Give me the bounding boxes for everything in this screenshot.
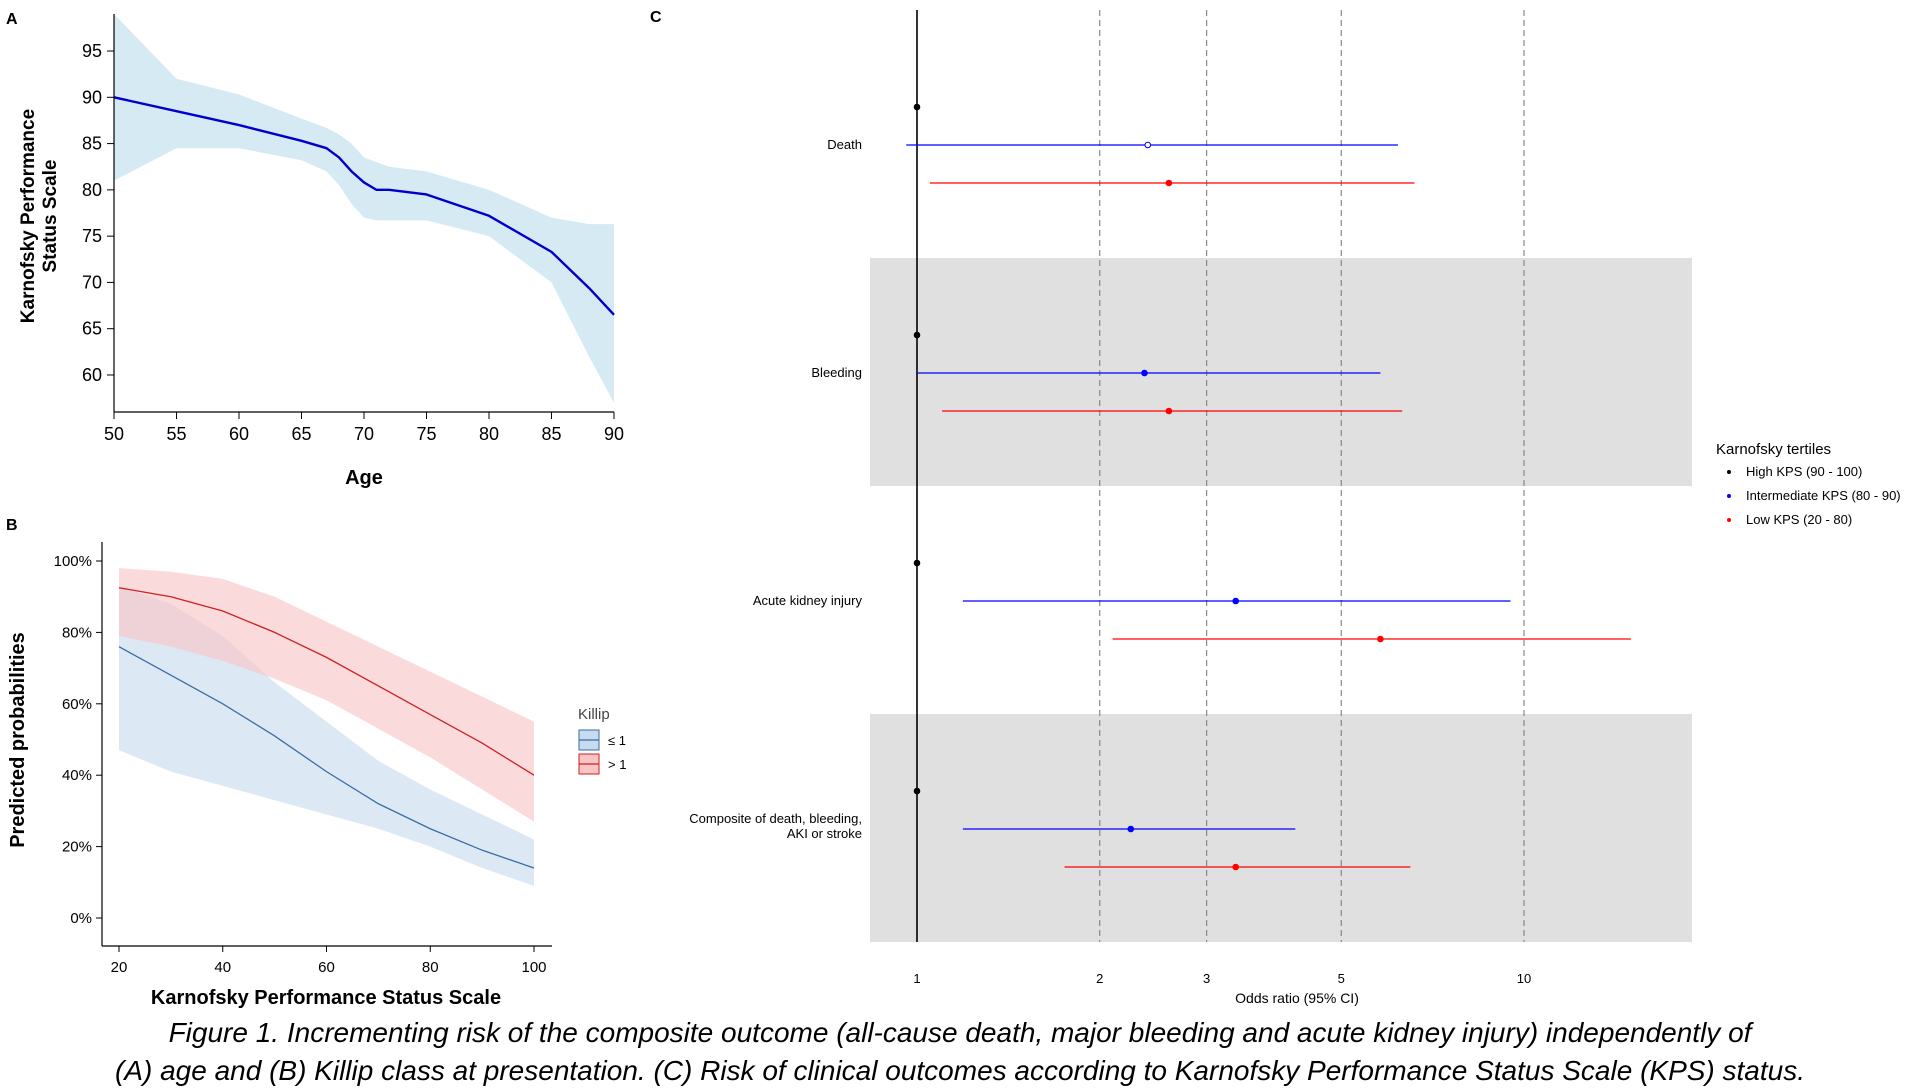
panel-a-y-tick-label: 80: [82, 180, 102, 200]
panel-b-y-tick-label: 0%: [70, 910, 92, 927]
panel-a-x-title: Age: [345, 467, 383, 489]
panel-a-y-title-line: Status Scale: [40, 160, 61, 273]
panel-c-point: [1141, 369, 1148, 377]
panel-b-x-tick-label: 100: [521, 959, 546, 976]
panel-c-legend-title: Karnofsky tertiles: [1716, 441, 1831, 458]
panel-b-legend-label: > 1: [608, 757, 626, 772]
panel-c-point: [1165, 179, 1173, 187]
panel-c-x-tick-label: 2: [1096, 971, 1103, 986]
panel-a-ci-band: [114, 14, 614, 403]
panel-a-x-tick-label: 80: [479, 424, 499, 444]
panel-c-shade-band: [870, 714, 1692, 942]
panel-a-x-tick-label: 65: [291, 424, 311, 444]
panel-b-legend: Killip ≤ 1 > 1: [578, 706, 626, 775]
panel-c-shade-band: [870, 258, 1692, 486]
panel-b-y-tick-label: 60%: [62, 696, 92, 713]
panel-c-point: [913, 787, 921, 795]
panel-b-ci-band: [119, 568, 534, 822]
panel-a-y-title: Karnofsky PerformanceStatus Scale: [18, 109, 61, 323]
panel-a-y-tick-label: 65: [82, 319, 102, 339]
panel-b-chart: 20 40 60 80 100 0% 20% 40% 60% 80% 100% Karnofsky …: [7, 542, 626, 1009]
panel-c-point: [913, 559, 921, 567]
panel-c-x-tick-label: 10: [1517, 971, 1531, 986]
panel-c-point: [1232, 597, 1240, 605]
panel-label-b: B: [6, 517, 18, 534]
panel-c-outcome-label: Death: [827, 137, 862, 152]
panel-a-x-tick-label: 70: [354, 424, 374, 444]
panel-a-y-tick-label: 95: [82, 41, 102, 61]
panel-c-x-tick-label: 1: [913, 971, 920, 986]
panel-c-point: [913, 103, 921, 111]
panel-c-point: [913, 331, 921, 339]
panel-c-legend-label: Low KPS (20 - 80): [1746, 512, 1852, 527]
panel-c-point: [1127, 825, 1135, 833]
caption-line-1: Figure 1. Incrementing risk of the compo…: [168, 1017, 1752, 1048]
panel-b-x-tick-label: 60: [318, 959, 335, 976]
panel-c-point: [1377, 635, 1384, 643]
panel-a-y-title-line: Karnofsky Performance: [18, 109, 39, 323]
panel-label-c: C: [650, 9, 662, 26]
panel-label-a: A: [6, 11, 18, 28]
panel-c-x-title: Odds ratio (95% CI): [1235, 990, 1359, 1006]
panel-c-legend-key: [1727, 470, 1731, 474]
panel-a-line: [113, 96, 615, 316]
panel-a-x-tick-label: 90: [604, 424, 624, 444]
panel-a-x-tick-label: 85: [541, 424, 561, 444]
panel-b-line: [118, 587, 535, 776]
panel-b-legend-label: ≤ 1: [608, 733, 626, 748]
panel-c-legend-key: [1727, 518, 1731, 522]
panel-b-y-tick-label: 100%: [54, 553, 92, 570]
panel-c-chart: Death Bleeding Acute kidney injury Composit…: [689, 10, 1901, 1006]
caption-line-2: (A) age and (B) Killip class at presenta…: [114, 1055, 1806, 1086]
panel-a-x-tick-label: 55: [166, 424, 186, 444]
panel-b-x-title: Karnofsky Performance Status Scale: [151, 987, 501, 1009]
panel-a-y-tick-label: 85: [82, 134, 102, 154]
panel-a-chart: 50 55 60 65 70 75 80 85 90 60 65 70 75 80 85 90 95 Age K…: [18, 14, 624, 489]
panel-c-point: [1232, 863, 1240, 871]
panel-b-y-tick-label: 80%: [62, 624, 92, 641]
panel-a-y-tick-label: 70: [82, 272, 102, 292]
panel-b-x-tick-label: 20: [111, 959, 128, 976]
panel-c-legend-label: Intermediate KPS (80 - 90): [1746, 488, 1901, 503]
panel-b-x-tick-label: 40: [214, 959, 231, 976]
figure-caption: Figure 1. Incrementing risk of the compo…: [0, 1014, 1920, 1090]
panel-b-y-tick-label: 40%: [62, 767, 92, 784]
panel-a-y-tick-label: 60: [82, 365, 102, 385]
panel-b-line: [118, 646, 535, 869]
panel-b-y-tick-label: 20%: [62, 839, 92, 856]
panel-c-legend-label: High KPS (90 - 100): [1746, 464, 1862, 479]
panel-a-x-tick-label: 75: [416, 424, 436, 444]
panel-a-y-tick-label: 90: [82, 87, 102, 107]
panel-b-x-tick-label: 80: [422, 959, 439, 976]
panel-c-x-tick-label: 3: [1203, 971, 1210, 986]
panel-a-x-tick-label: 50: [104, 424, 124, 444]
panel-a-x-tick-label: 60: [229, 424, 249, 444]
panel-c-outcome-label: Composite of death, bleeding,: [689, 811, 862, 826]
panel-a-y-tick-label: 75: [82, 226, 102, 246]
panel-c-point: [1144, 141, 1152, 149]
panel-c-outcome-label: Bleeding: [811, 365, 862, 380]
panel-c-point: [1165, 407, 1173, 415]
panel-c-outcome-label: AKI or stroke: [787, 826, 862, 841]
panel-c-outcome-label: Acute kidney injury: [753, 593, 863, 608]
panel-c-legend: Karnofsky tertiles High KPS (90 - 100) In…: [1716, 441, 1901, 527]
panel-b-y-title: Predicted probabilities: [7, 632, 29, 848]
panel-b-legend-title: Killip: [578, 706, 610, 723]
panel-c-x-tick-label: 5: [1338, 971, 1345, 986]
panel-c-legend-key: [1727, 494, 1731, 498]
